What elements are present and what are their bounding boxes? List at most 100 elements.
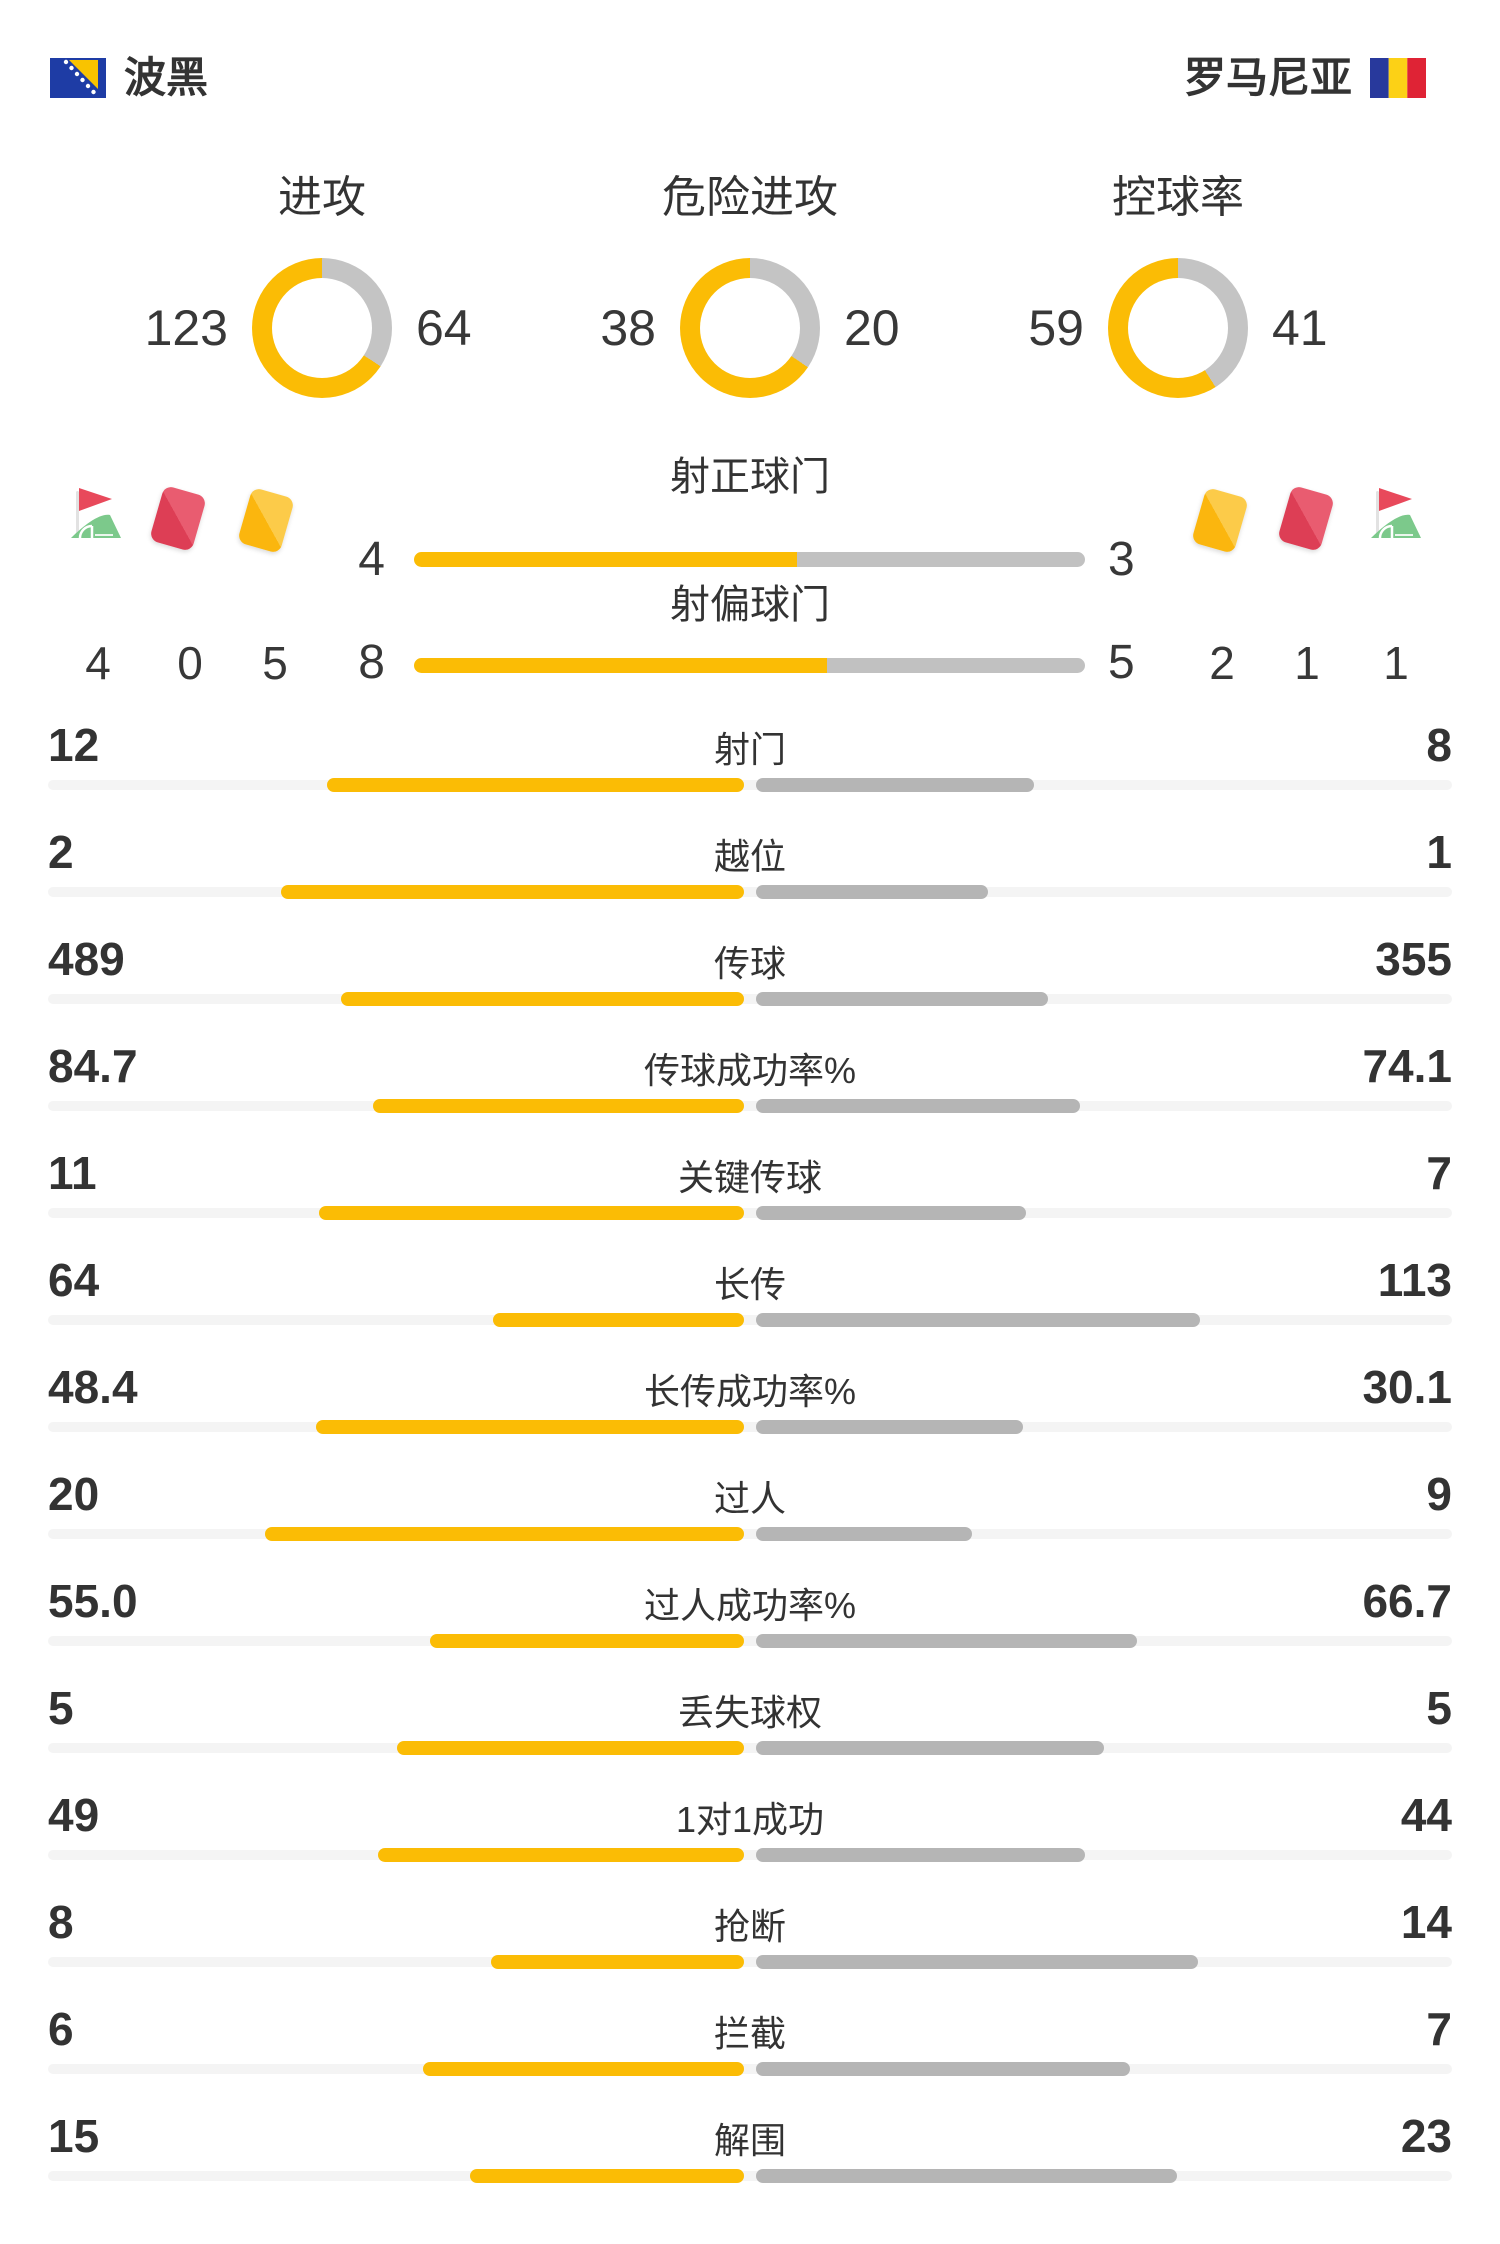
shots-off-target-bar-away bbox=[826, 658, 1085, 673]
stat-home-value: 49 bbox=[48, 1789, 100, 1841]
stat-away-value: 5 bbox=[1426, 1682, 1452, 1734]
donut-home-value: 38 bbox=[600, 300, 656, 356]
stat-bar-away bbox=[756, 778, 1034, 792]
stat-bar-away bbox=[756, 1527, 972, 1541]
stat-bar-track bbox=[48, 2169, 1452, 2183]
stat-away-value: 23 bbox=[1400, 2110, 1452, 2162]
stat-row-1: 2 越位 1 bbox=[0, 807, 1500, 914]
shots-on-target-away-value: 3 bbox=[1108, 533, 1135, 586]
stat-row-8: 55.0 过人成功率% 66.7 bbox=[0, 1556, 1500, 1663]
stat-bar-home bbox=[423, 2062, 744, 2076]
stat-bar-away bbox=[756, 1313, 1200, 1327]
stat-bar-home bbox=[377, 1848, 744, 1862]
stat-bar-away bbox=[756, 1634, 1137, 1648]
donut-away-value: 41 bbox=[1272, 300, 1328, 356]
stat-away-value: 355 bbox=[1375, 933, 1452, 985]
stat-bar-track bbox=[48, 1741, 1452, 1755]
stat-home-value: 15 bbox=[48, 2110, 100, 2162]
stat-bar-away bbox=[756, 2062, 1131, 2076]
stat-away-value: 14 bbox=[1400, 1896, 1452, 1948]
stat-label: 1对1成功 bbox=[675, 1799, 825, 1840]
stat-label: 过人成功率% bbox=[643, 1585, 856, 1626]
team-away-name: 罗马尼亚 bbox=[1183, 54, 1352, 101]
stat-label: 传球 bbox=[713, 943, 786, 984]
shots-on-target-home-value: 4 bbox=[358, 533, 385, 586]
stat-label: 关键传球 bbox=[677, 1157, 822, 1198]
stat-home-value: 2 bbox=[48, 826, 74, 878]
header: 波黑 罗马尼亚 bbox=[0, 0, 1500, 106]
stat-label: 过人 bbox=[713, 1478, 786, 1519]
stat-label: 传球成功率% bbox=[643, 1050, 856, 1091]
stat-bar-track bbox=[48, 1955, 1452, 1969]
away-red-cards-count: 1 bbox=[1294, 637, 1320, 689]
team-home: 波黑 bbox=[50, 50, 208, 106]
stat-bar-track bbox=[48, 992, 1452, 1006]
stat-bar-track bbox=[48, 1527, 1452, 1541]
stat-bar-home bbox=[492, 1313, 744, 1327]
stat-bar-home bbox=[341, 992, 744, 1006]
stat-away-value: 66.7 bbox=[1362, 1575, 1452, 1627]
donut-section: 进攻 123 64 危险进攻 38 20 控球率 59 41 bbox=[0, 174, 1500, 398]
stat-bar-away bbox=[756, 1099, 1081, 1113]
stat-away-value: 44 bbox=[1400, 1789, 1452, 1841]
stat-away-value: 9 bbox=[1426, 1468, 1452, 1520]
stat-bar-away bbox=[756, 992, 1049, 1006]
donut-home-value: 123 bbox=[144, 300, 228, 356]
donut-away-value: 64 bbox=[416, 300, 472, 356]
stat-home-value: 12 bbox=[48, 719, 100, 771]
stat-bar-home bbox=[373, 1099, 744, 1113]
stat-bar-home bbox=[429, 1634, 744, 1648]
donut-home-value: 59 bbox=[1028, 300, 1084, 356]
home-corners-count: 4 bbox=[85, 637, 111, 689]
stat-home-value: 48.4 bbox=[48, 1361, 138, 1413]
shots-off-target-bar bbox=[414, 658, 1085, 673]
donut-label: 危险进攻 bbox=[662, 173, 838, 222]
donut-chart bbox=[1108, 258, 1248, 398]
stat-label: 射门 bbox=[713, 729, 786, 770]
stat-bar-away bbox=[756, 1955, 1199, 1969]
stat-home-value: 84.7 bbox=[48, 1040, 138, 1092]
stat-row-5: 64 长传 113 bbox=[0, 1235, 1500, 1342]
shots-section: 射正球门 bbox=[0, 430, 1500, 700]
away-corners-count: 1 bbox=[1383, 637, 1409, 689]
stat-bar-away bbox=[756, 1741, 1104, 1755]
stat-bar-track bbox=[48, 2062, 1452, 2076]
team-away: 罗马尼亚 bbox=[1184, 50, 1426, 106]
stat-bar-away bbox=[756, 1848, 1085, 1862]
donut-label: 控球率 bbox=[1112, 173, 1244, 222]
donut-col-1: 危险进攻 38 20 bbox=[556, 174, 944, 398]
stat-home-value: 55.0 bbox=[48, 1575, 138, 1627]
stat-bar-home bbox=[469, 2169, 744, 2183]
stat-bar-track bbox=[48, 1099, 1452, 1113]
donut-chart bbox=[252, 258, 392, 398]
stat-bar-home bbox=[396, 1741, 744, 1755]
stat-row-13: 15 解围 23 bbox=[0, 2091, 1500, 2198]
shots-off-target-title: 射偏球门 bbox=[670, 583, 830, 627]
stat-away-value: 8 bbox=[1426, 719, 1452, 771]
stat-label: 长传 bbox=[713, 1264, 786, 1305]
stat-bar-home bbox=[319, 1206, 744, 1220]
shots-off-target-away-value: 5 bbox=[1108, 636, 1135, 689]
stat-row-2: 489 传球 355 bbox=[0, 914, 1500, 1021]
donut-col-0: 进攻 123 64 bbox=[128, 174, 516, 398]
team-home-name: 波黑 bbox=[124, 54, 209, 101]
stat-label: 丢失球权 bbox=[677, 1692, 822, 1733]
away-yellow-cards-count: 2 bbox=[1209, 637, 1235, 689]
shots-off-target-bar-home bbox=[414, 658, 827, 673]
stat-row-6: 48.4 长传成功率% 30.1 bbox=[0, 1342, 1500, 1449]
stat-bar-away bbox=[756, 885, 988, 899]
stat-bar-track bbox=[48, 1313, 1452, 1327]
stat-bar-home bbox=[315, 1420, 744, 1434]
stat-bar-home bbox=[327, 778, 744, 792]
bosnia-flag-icon bbox=[50, 58, 106, 98]
romania-flag-icon bbox=[1370, 58, 1426, 98]
stat-bar-away bbox=[756, 1420, 1023, 1434]
stat-home-value: 11 bbox=[48, 1147, 97, 1199]
shots-on-target-bar bbox=[414, 552, 1085, 567]
shots-on-target-bar-home bbox=[414, 552, 798, 567]
stat-bar-track bbox=[48, 1848, 1452, 1862]
shots-off-target-home-value: 8 bbox=[358, 636, 385, 689]
stat-home-value: 489 bbox=[48, 933, 125, 985]
stat-home-value: 8 bbox=[48, 1896, 74, 1948]
donut-row: 59 41 bbox=[984, 258, 1372, 398]
